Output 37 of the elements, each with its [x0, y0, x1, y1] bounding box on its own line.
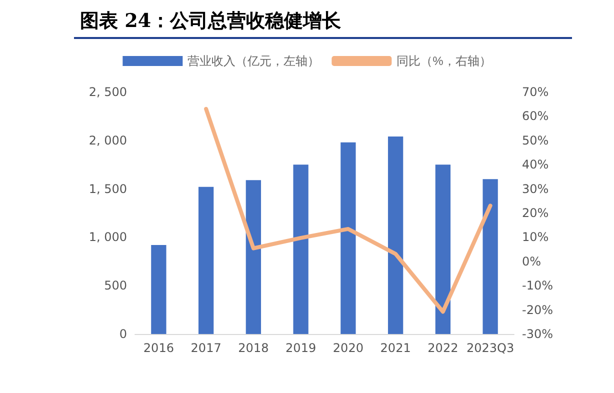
- y2-tick-label: -10%: [522, 278, 554, 293]
- y2-tick-label: -30%: [522, 327, 554, 341]
- y2-tick-label: 50%: [522, 133, 549, 148]
- legend-label: 营业收入（亿元，左轴）: [188, 54, 320, 68]
- bar: [151, 244, 166, 334]
- y2-tick-label: 30%: [522, 182, 549, 196]
- bar: [435, 164, 451, 334]
- y2-tick-label: 20%: [522, 206, 549, 220]
- bar: [246, 180, 262, 334]
- y2-tick-label: -20%: [522, 302, 554, 317]
- bar: [482, 179, 498, 334]
- x-tick-label: 2022: [428, 341, 458, 355]
- bar: [388, 136, 404, 334]
- y2-tick-label: 40%: [522, 158, 549, 172]
- x-tick-label: 2023Q3: [466, 341, 514, 355]
- y2-tick-label: 0%: [522, 254, 542, 268]
- y-tick-label: 1, 000: [88, 230, 127, 244]
- bar: [293, 164, 308, 334]
- y-tick-label: 2, 500: [88, 85, 127, 99]
- bar: [198, 186, 214, 334]
- y2-tick-label: 10%: [522, 230, 549, 244]
- x-tick-label: 2018: [238, 341, 269, 355]
- legend-label: 同比（%，右轴）: [396, 54, 492, 68]
- y2-tick-label: 60%: [522, 109, 549, 124]
- x-tick-label: 2016: [143, 341, 174, 355]
- x-tick-label: 2021: [380, 341, 411, 355]
- x-tick-label: 2017: [190, 341, 222, 355]
- x-tick-label: 2019: [286, 341, 316, 355]
- y-tick-label: 500: [104, 278, 127, 293]
- x-tick-label: 2020: [332, 341, 364, 355]
- chart-title: 图表 24：公司总营收稳健增长: [80, 9, 342, 34]
- y-tick-label: 1, 500: [88, 182, 127, 196]
- line-series: [204, 106, 492, 314]
- y2-tick-label: 70%: [522, 85, 549, 99]
- y-tick-label: 0: [119, 327, 127, 341]
- y-tick-label: 2, 000: [88, 133, 127, 148]
- bar: [340, 142, 356, 334]
